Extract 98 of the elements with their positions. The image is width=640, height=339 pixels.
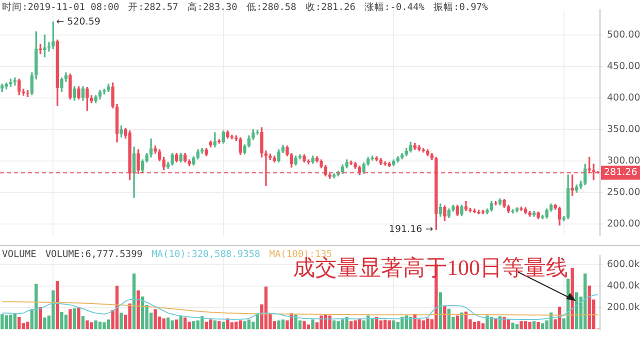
bar — [247, 319, 251, 330]
bar — [166, 318, 170, 330]
bar — [234, 322, 238, 330]
bar — [162, 318, 166, 330]
bar — [136, 290, 140, 330]
bar — [218, 321, 221, 330]
annotation: MA(10):320,588.9358 — [152, 249, 260, 260]
annotation: 开:282.57 — [128, 2, 178, 13]
bar — [98, 322, 102, 330]
bar — [349, 321, 353, 330]
annotation: VOLUME — [2, 249, 36, 260]
bar — [486, 315, 489, 330]
y-tick-label: 200.00 — [607, 218, 640, 230]
y-tick-label: 200.0k — [607, 302, 640, 314]
y-tick-label: 400.00 — [607, 92, 640, 104]
bar — [94, 320, 98, 330]
bar — [277, 320, 280, 330]
bar — [128, 304, 132, 330]
bar — [443, 306, 446, 330]
bar — [86, 320, 89, 330]
annotation: 时间:2019-11-01 08:00 — [2, 2, 120, 13]
bar — [426, 318, 430, 330]
bar — [175, 319, 178, 330]
bar — [60, 312, 64, 330]
bar — [294, 314, 298, 330]
bar — [528, 322, 532, 330]
bar — [18, 316, 21, 330]
y-tick-label: 250.00 — [607, 186, 640, 198]
bar — [584, 274, 587, 330]
bar — [170, 320, 174, 330]
candlestick — [47, 42, 51, 52]
bar — [354, 320, 357, 330]
bar — [243, 321, 246, 330]
bar — [34, 284, 38, 330]
bar — [370, 318, 374, 330]
bar — [336, 321, 340, 330]
bar — [106, 319, 110, 330]
bar — [320, 316, 323, 330]
annotation: VOLUME:6,777.5399 — [45, 249, 143, 260]
bar — [72, 308, 76, 330]
annotation: 191.16 → — [388, 224, 434, 235]
bar — [540, 323, 544, 330]
bar — [204, 322, 208, 330]
bar — [192, 321, 196, 330]
bar — [302, 321, 306, 330]
bar — [154, 309, 157, 330]
y-tick-label: 400.0k — [607, 280, 640, 292]
bar — [328, 316, 332, 330]
ref-line-label: 281.26 — [604, 167, 638, 178]
bar — [43, 318, 46, 330]
bar — [502, 316, 506, 330]
bar — [515, 324, 519, 330]
annotation: ← 520.59 — [56, 16, 100, 28]
bar — [532, 321, 536, 330]
annotation: 高:283.30 — [187, 2, 238, 13]
bar — [511, 322, 514, 330]
annotation: 涨幅:-0.44% — [364, 2, 424, 13]
bar — [209, 319, 212, 330]
bar — [472, 322, 476, 330]
annotation: 振幅:0.97% — [433, 2, 488, 13]
bar — [536, 322, 540, 330]
bar — [281, 319, 285, 330]
y-tick-label: 450.00 — [607, 60, 640, 72]
bar — [340, 319, 344, 330]
bar — [311, 319, 314, 330]
bar — [9, 314, 12, 330]
annotation: 低:280.58 — [246, 2, 296, 13]
bar — [179, 316, 182, 330]
y-tick-label: 300.00 — [607, 155, 640, 166]
bar — [120, 312, 123, 330]
bar — [184, 318, 187, 330]
bar — [477, 321, 480, 330]
bar — [188, 322, 191, 330]
bar — [520, 321, 523, 330]
bar — [524, 321, 528, 330]
annotation: 收:281.26 — [305, 2, 356, 13]
bar — [77, 307, 80, 330]
bar — [56, 281, 60, 330]
bar — [81, 316, 85, 330]
bar — [0, 314, 4, 330]
bar — [494, 318, 498, 330]
bar — [102, 322, 106, 330]
bar — [132, 274, 136, 330]
bar — [26, 322, 30, 330]
bar — [226, 318, 230, 330]
bar — [481, 323, 485, 330]
bar — [64, 314, 68, 330]
bar — [345, 316, 348, 330]
bar — [4, 315, 8, 330]
bar — [68, 309, 72, 330]
bar — [460, 312, 464, 330]
bar — [52, 290, 55, 330]
annotation: MA(100):135 — [269, 249, 332, 260]
y-tick-label: 500.00 — [607, 29, 640, 40]
y-tick-label: 600.0k — [607, 258, 640, 270]
bar — [456, 315, 460, 330]
bar — [222, 322, 225, 330]
y-tick-label: 350.00 — [607, 124, 640, 135]
